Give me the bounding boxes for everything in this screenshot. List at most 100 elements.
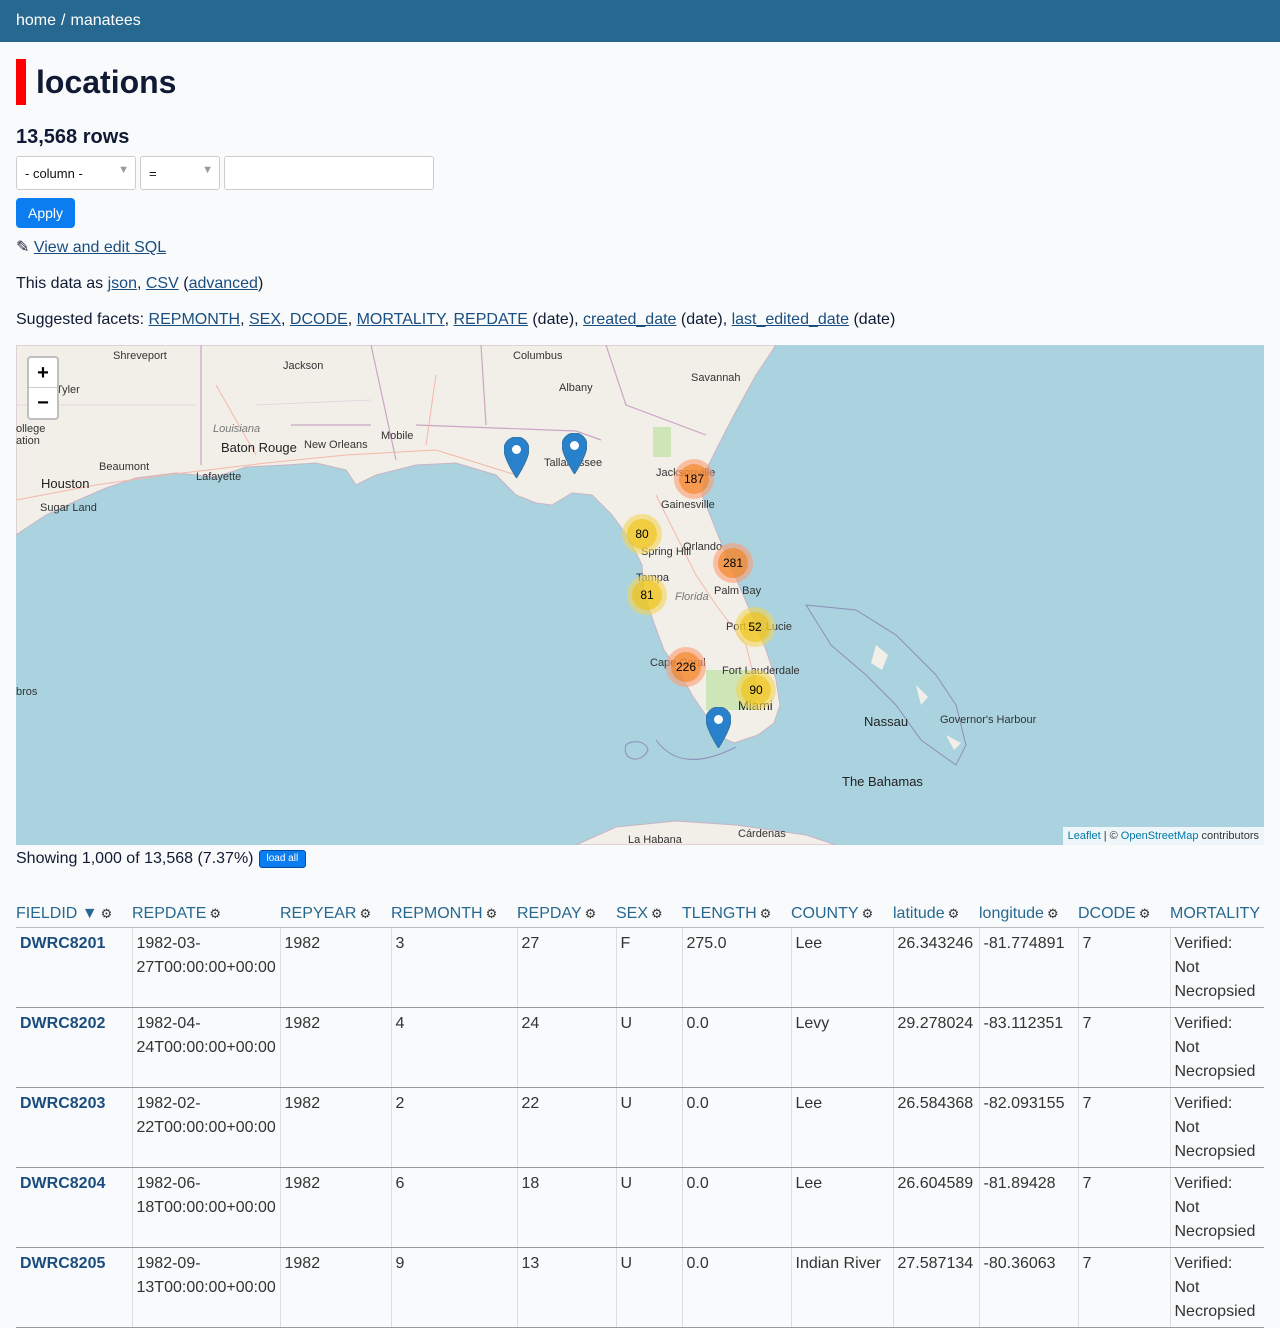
- column-select-value: - column -: [25, 165, 83, 181]
- map-label: ollege: [16, 423, 46, 435]
- column-label[interactable]: TLENGTH: [682, 904, 757, 922]
- map-tiles: [16, 345, 967, 845]
- column-header-county[interactable]: COUNTY ⚙: [791, 903, 893, 928]
- gear-icon[interactable]: ⚙: [651, 905, 663, 921]
- column-header-repyear[interactable]: REPYEAR ⚙: [280, 903, 391, 928]
- marker-cluster[interactable]: 52: [735, 607, 775, 647]
- map-label: The Bahamas: [842, 774, 923, 789]
- table-cell: Lee: [791, 1087, 894, 1168]
- column-select[interactable]: - column - ▼: [16, 156, 136, 190]
- table-cell: DWRC8204: [16, 1167, 133, 1248]
- export-json-link[interactable]: json: [107, 275, 137, 292]
- filter-value-input[interactable]: [224, 156, 434, 190]
- map-marker-icon[interactable]: [504, 437, 529, 478]
- column-header-sex[interactable]: SEX ⚙: [616, 903, 682, 928]
- column-label[interactable]: SEX: [616, 904, 649, 922]
- export-advanced-link[interactable]: advanced: [188, 275, 258, 292]
- leaflet-link[interactable]: Leaflet: [1067, 830, 1101, 842]
- gear-icon[interactable]: ⚙: [485, 905, 498, 921]
- export-csv-link[interactable]: CSV: [145, 275, 179, 292]
- marker-cluster[interactable]: 281: [713, 543, 753, 583]
- marker-cluster[interactable]: 90: [736, 670, 776, 710]
- facet-sex[interactable]: SEX: [249, 311, 282, 328]
- table-cell: 4: [391, 1007, 518, 1088]
- map-label: La Habana: [628, 834, 682, 845]
- column-label[interactable]: REPYEAR: [280, 904, 357, 922]
- row-link[interactable]: DWRC8203: [20, 1094, 106, 1112]
- column-header-longitude[interactable]: longitude ⚙: [979, 903, 1078, 928]
- gear-icon[interactable]: ⚙: [359, 905, 372, 921]
- row-link[interactable]: DWRC8204: [20, 1174, 106, 1192]
- showing-text: Showing 1,000 of 13,568 (7.37%): [16, 850, 254, 867]
- cluster-map[interactable]: Shreveport Jackson Columbus Savannah Alb…: [16, 345, 1264, 845]
- column-header-tlength[interactable]: TLENGTH ⚙: [682, 903, 791, 928]
- table-cell: 7: [1078, 1247, 1171, 1328]
- column-label[interactable]: longitude: [979, 904, 1044, 922]
- map-label: Florida: [675, 591, 709, 603]
- facet-mortality[interactable]: MORTALITY: [356, 311, 445, 328]
- gear-icon[interactable]: ⚙: [209, 905, 222, 921]
- zoom-out-button[interactable]: −: [37, 392, 49, 414]
- zoom-in-button[interactable]: +: [29, 358, 57, 388]
- row-link[interactable]: DWRC8201: [20, 934, 106, 952]
- marker-cluster[interactable]: 187: [674, 459, 714, 499]
- column-header-fieldid[interactable]: FIELDID ▼ ⚙: [16, 903, 132, 928]
- breadcrumb-home[interactable]: home: [16, 12, 57, 29]
- column-label[interactable]: REPMONTH: [391, 904, 483, 922]
- column-label[interactable]: MORTALITY: [1170, 904, 1261, 922]
- column-label[interactable]: latitude: [893, 904, 945, 922]
- map-marker-icon[interactable]: [706, 707, 731, 748]
- cluster-count: 81: [632, 580, 662, 610]
- table-cell: Lee: [791, 1167, 894, 1248]
- breadcrumb-database[interactable]: manatees: [70, 12, 141, 29]
- gear-icon[interactable]: ⚙: [947, 905, 960, 921]
- column-header-latitude[interactable]: latitude ⚙: [893, 903, 979, 928]
- column-label[interactable]: REPDATE: [132, 904, 207, 922]
- map-label: bros: [16, 686, 38, 698]
- column-label[interactable]: FIELDID ▼: [16, 904, 98, 922]
- marker-cluster[interactable]: 81: [627, 575, 667, 615]
- load-all-button[interactable]: load all: [258, 850, 307, 868]
- column-header-repday[interactable]: REPDAY ⚙: [517, 903, 616, 928]
- gear-icon[interactable]: ⚙: [759, 905, 772, 921]
- gear-icon[interactable]: ⚙: [1138, 905, 1151, 921]
- facet-last-edited-date[interactable]: last_edited_date: [731, 311, 850, 328]
- facet-repmonth[interactable]: REPMONTH: [148, 311, 241, 328]
- column-header-mortality[interactable]: MORTALITY: [1170, 903, 1264, 928]
- showing-line: Showing 1,000 of 13,568 (7.37%) load all: [16, 849, 1264, 869]
- table-cell: 29.278024: [893, 1007, 980, 1088]
- map-label: New Orleans: [304, 439, 368, 451]
- gear-icon[interactable]: ⚙: [584, 905, 597, 921]
- table-cell: 2: [391, 1087, 518, 1168]
- row-link[interactable]: DWRC8205: [20, 1254, 106, 1272]
- column-label[interactable]: DCODE: [1078, 904, 1136, 922]
- operator-select-value: =: [149, 165, 157, 181]
- apply-button[interactable]: Apply: [16, 198, 76, 228]
- marker-cluster[interactable]: 226: [666, 647, 706, 687]
- osm-link[interactable]: OpenStreetMap: [1120, 830, 1199, 842]
- facet-created-date[interactable]: created_date: [583, 311, 677, 328]
- table-cell: -80.36063: [979, 1247, 1079, 1328]
- table-cell: DWRC8201: [16, 927, 133, 1008]
- marker-cluster[interactable]: 80: [622, 514, 662, 554]
- export-sep: ,: [136, 275, 142, 292]
- cluster-count: 80: [627, 519, 657, 549]
- gear-icon[interactable]: ⚙: [861, 905, 874, 921]
- facet-repdate[interactable]: REPDATE: [453, 311, 528, 328]
- gear-icon[interactable]: ⚙: [100, 905, 113, 921]
- column-header-repdate[interactable]: REPDATE ⚙: [132, 903, 280, 928]
- column-label[interactable]: COUNTY: [791, 904, 859, 922]
- table-cell: U: [616, 1087, 683, 1168]
- column-header-repmonth[interactable]: REPMONTH ⚙: [391, 903, 517, 928]
- gear-icon[interactable]: ⚙: [1046, 905, 1059, 921]
- table-cell: -81.774891: [979, 927, 1079, 1008]
- map-label: Orlando: [683, 541, 723, 553]
- column-label[interactable]: REPDAY: [517, 904, 582, 922]
- operator-select[interactable]: = ▼: [140, 156, 220, 190]
- row-link[interactable]: DWRC8202: [20, 1014, 106, 1032]
- table-cell: 27: [517, 927, 617, 1008]
- column-header-dcode[interactable]: DCODE ⚙: [1078, 903, 1170, 928]
- view-edit-sql-link[interactable]: View and edit SQL: [33, 239, 167, 256]
- map-marker-icon[interactable]: [562, 433, 587, 474]
- facet-dcode[interactable]: DCODE: [289, 311, 348, 328]
